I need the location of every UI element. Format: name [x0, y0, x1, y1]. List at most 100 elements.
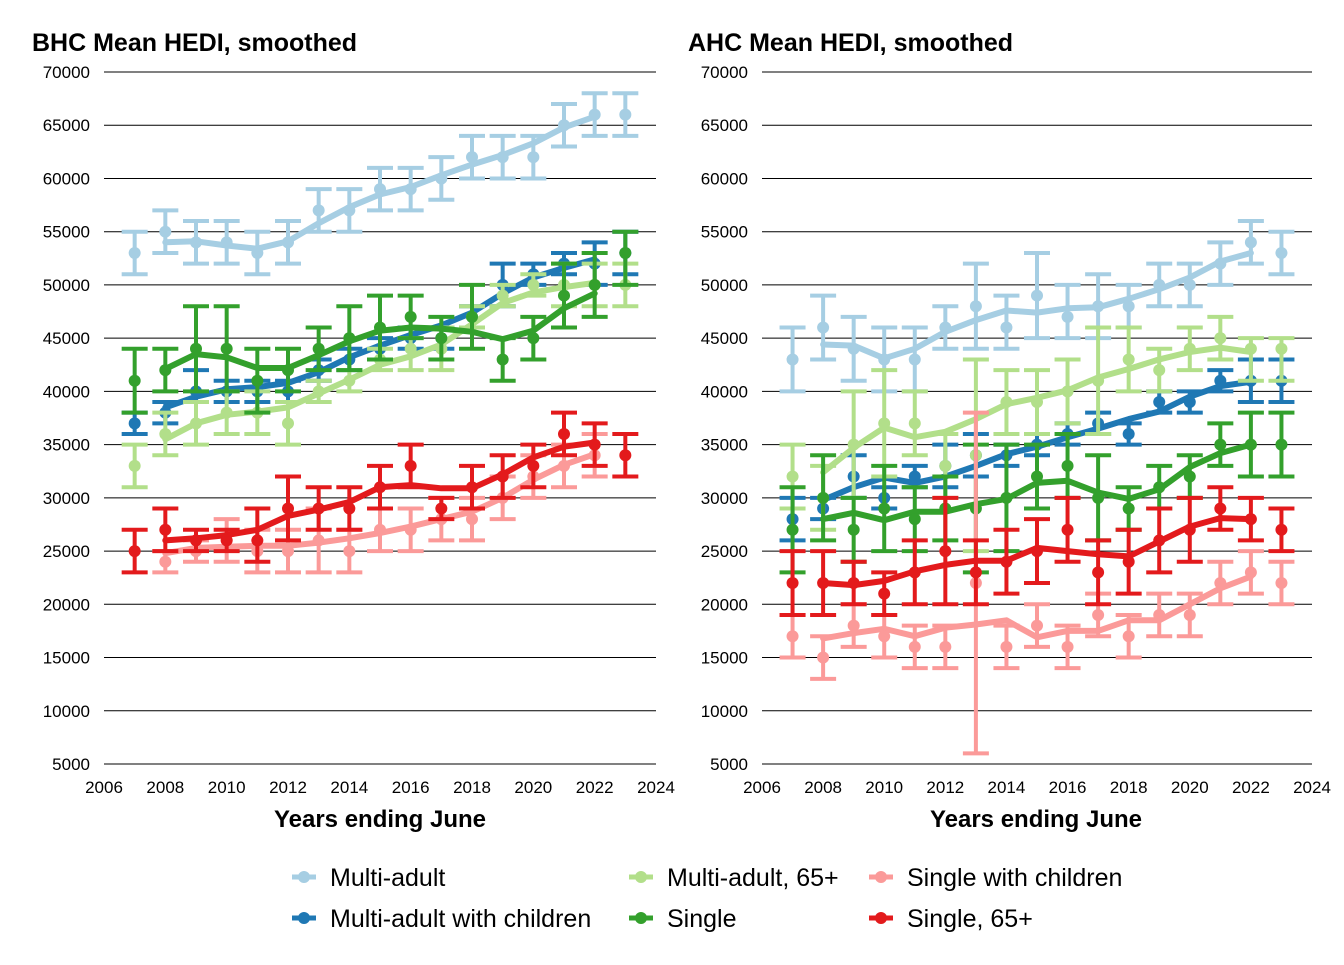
data-point — [282, 502, 294, 515]
data-point — [908, 566, 921, 579]
x-axis-label-ahc: Years ending June — [930, 806, 1142, 833]
data-point — [251, 534, 264, 547]
data-point — [817, 321, 830, 334]
data-point — [786, 523, 799, 536]
panel-title-ahc: AHC Mean HEDI, smoothed — [688, 29, 1013, 57]
data-point — [1122, 630, 1135, 643]
x-tick-label: 2018 — [453, 778, 491, 797]
data-point — [1061, 459, 1074, 472]
series-group — [779, 219, 1295, 756]
data-point — [588, 108, 601, 121]
data-point — [878, 630, 891, 643]
data-point — [1092, 300, 1105, 313]
y-tick-label: 35000 — [43, 436, 90, 455]
data-point — [588, 438, 601, 451]
data-point — [1244, 513, 1257, 526]
data-point — [1031, 396, 1043, 409]
data-point — [1031, 545, 1043, 558]
data-point — [220, 534, 233, 547]
data-point — [908, 353, 921, 366]
data-point — [312, 534, 325, 547]
y-tick-label: 10000 — [43, 702, 90, 721]
x-tick-labels: 2006 2008 2010 2012 2014 2016 2018 2020 2022 2024 — [85, 778, 675, 797]
y-tick-label: 60000 — [701, 169, 748, 188]
y-tick-label: 50000 — [43, 276, 90, 295]
y-tick-label: 5000 — [710, 755, 748, 774]
smoothed-line — [820, 250, 1254, 362]
data-point — [404, 523, 417, 536]
y-tick-label: 50000 — [701, 276, 748, 295]
data-point — [847, 438, 860, 451]
x-tick-label: 2008 — [146, 778, 184, 797]
data-point — [1153, 608, 1166, 621]
y-tick-label: 45000 — [43, 329, 90, 348]
data-point — [1275, 577, 1288, 590]
data-point — [817, 577, 830, 590]
x-tick-label: 2006 — [743, 778, 781, 797]
x-axis-label-bhc: Years ending June — [274, 806, 486, 833]
data-point — [404, 310, 417, 323]
x-tick-label: 2010 — [865, 778, 903, 797]
x-tick-labels: 2006 2008 2010 2012 2014 2016 2018 2020 2022 2024 — [743, 778, 1331, 797]
data-point — [128, 545, 141, 558]
data-point — [343, 332, 356, 345]
legend-label: Multi-adult — [330, 864, 445, 892]
legend-label: Single with children — [907, 864, 1122, 892]
data-point — [312, 385, 325, 398]
data-point — [1214, 577, 1227, 590]
data-point — [1092, 608, 1105, 621]
data-point — [466, 481, 478, 494]
legend-label: Multi-adult, 65+ — [667, 864, 839, 892]
data-point — [847, 342, 860, 355]
data-point — [969, 566, 982, 579]
data-point — [343, 502, 356, 515]
data-point — [1122, 555, 1135, 568]
data-point — [908, 640, 921, 653]
data-point — [1183, 608, 1196, 621]
y-tick-label: 20000 — [43, 595, 90, 614]
data-point — [1244, 438, 1257, 451]
data-point — [1000, 491, 1013, 504]
data-point — [190, 342, 202, 355]
data-point — [496, 289, 509, 302]
data-point — [1061, 523, 1074, 536]
smoothed-line — [820, 441, 1254, 524]
data-point — [817, 651, 830, 664]
legend-item: Multi-adult — [292, 864, 445, 892]
data-point — [220, 236, 233, 249]
y-tick-label: 65000 — [701, 116, 748, 135]
y-tick-label: 60000 — [43, 169, 90, 188]
y-tick-label: 45000 — [701, 329, 748, 348]
data-point — [1153, 396, 1166, 409]
legend: Multi-adult Multi-adult, 65+ Single with… — [292, 864, 1122, 933]
legend-swatch-marker — [635, 871, 647, 883]
x-tick-label: 2016 — [1049, 778, 1087, 797]
data-point — [1275, 246, 1288, 259]
y-tick-labels: 5000 10000 15000 20000 25000 30000 35000 40000 4… — [43, 63, 90, 774]
series — [779, 485, 1295, 617]
data-point — [527, 459, 540, 472]
data-point — [1061, 385, 1074, 398]
data-point — [847, 619, 860, 632]
data-point — [1031, 619, 1043, 632]
legend-label: Multi-adult with children — [330, 905, 591, 933]
y-tick-label: 40000 — [701, 382, 748, 401]
x-tick-label: 2012 — [926, 778, 964, 797]
y-tick-label: 15000 — [701, 649, 748, 668]
data-point — [878, 502, 891, 515]
data-point — [588, 278, 601, 291]
data-point — [282, 545, 294, 558]
series — [121, 91, 639, 277]
series-group — [121, 91, 639, 575]
y-tick-label: 55000 — [701, 223, 748, 242]
data-point — [939, 459, 952, 472]
legend-item: Multi-adult with children — [292, 905, 591, 933]
data-point — [496, 151, 509, 164]
data-point — [496, 353, 509, 366]
data-point — [786, 470, 799, 483]
data-point — [847, 577, 860, 590]
legend-swatch-marker — [298, 871, 310, 883]
y-tick-label: 35000 — [701, 436, 748, 455]
data-point — [282, 364, 294, 377]
